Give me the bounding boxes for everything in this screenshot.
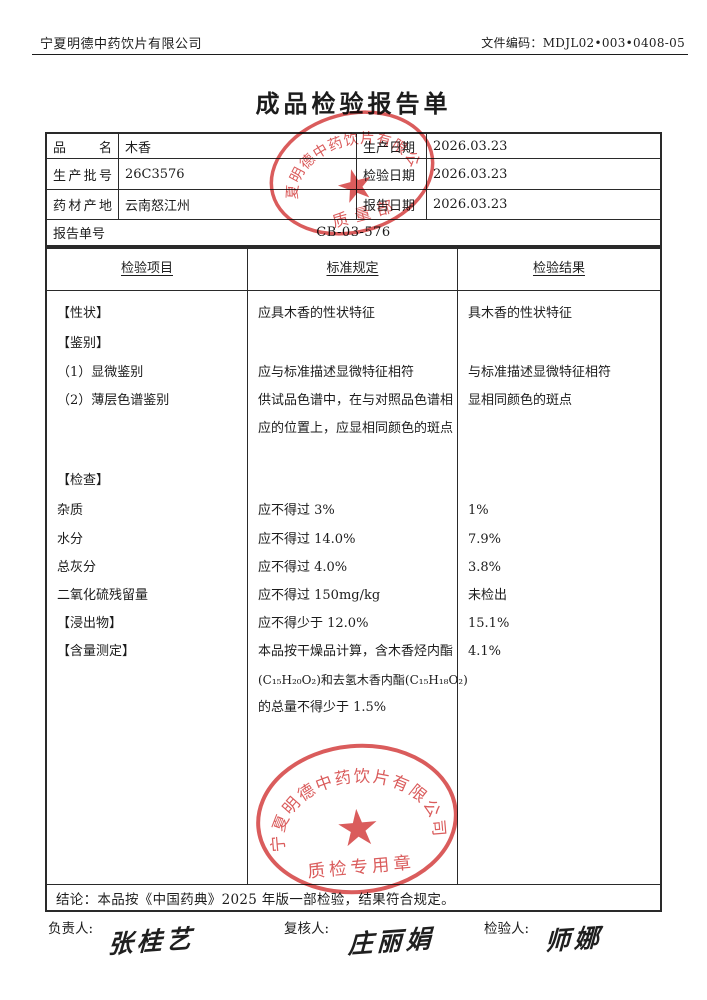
origin-value: 云南怒江州 [119, 190, 357, 219]
item-text: 总灰分 [57, 560, 97, 575]
standard-text: 应不得少于 12.0% [258, 616, 369, 631]
result-text: 7.9% [468, 532, 502, 547]
inspection-table-body: 【性状】 【鉴别】 （1）显微鉴别 （2）薄层色谱鉴别 【检查】 杂质 水分 总… [47, 291, 660, 884]
product-name-value: 木香 [119, 134, 357, 158]
company-name: 宁夏明德中药饮片有限公司 [40, 37, 203, 52]
batch-number-label: 生产批号 [47, 159, 119, 189]
quality-dept-stamp: 宁夏明德中药饮片有限公司 ★ 质量部 [269, 110, 435, 236]
report-date-label: 报告日期 [357, 190, 427, 219]
responsible-person-signature: 张桂艺 [107, 923, 196, 960]
table-row: 生产批号 26C3576 检验日期 2026.03.23 [47, 159, 660, 190]
table-row: 品名 木香 生产日期 2026.03.23 [47, 134, 660, 159]
item-text: （1）显微鉴别 [57, 365, 144, 380]
item-text: 二氧化硫残留量 [57, 588, 149, 603]
result-text: 4.1% [468, 644, 502, 659]
inspection-date-label: 检验日期 [357, 159, 427, 189]
report-date-value: 2026.03.23 [433, 197, 508, 212]
item-text: 杂质 [57, 503, 84, 518]
result-text: 显相同颜色的斑点 [468, 393, 573, 408]
stamp-seal-text: 质检专用章 [307, 853, 416, 882]
reviewer-signature: 庄丽娟 [347, 923, 436, 960]
standard-column: 应具木香的性状特征 应与标准描述显微特征相符 供试品色谱中，在与对照品色谱相 应… [248, 291, 468, 884]
inspection-table-header: 检验项目 标准规定 检验结果 [47, 249, 660, 291]
production-date-label: 生产日期 [357, 134, 427, 158]
result-text: 3.8% [468, 560, 502, 575]
stamp-ring [269, 110, 435, 236]
reviewer-label: 复核人: [284, 921, 330, 937]
inspection-date-value: 2026.03.23 [433, 166, 508, 182]
stamp-star-icon: ★ [333, 797, 383, 859]
batch-number-value: 26C3576 [119, 159, 357, 189]
result-text: 15.1% [468, 616, 510, 631]
production-date-value: 2026.03.23 [433, 138, 508, 154]
item-text: 水分 [57, 532, 84, 547]
standard-text: 应不得过 150mg/kg [258, 588, 381, 603]
result-column: 具木香的性状特征 与标准描述显微特征相符 显相同颜色的斑点 1% 7.9% 3.… [458, 291, 660, 884]
result-text: 未检出 [468, 588, 508, 603]
standard-text: (C₁₅H₂₀O₂)和去氢木香内酯(C₁₅H₁₈O₂) [258, 673, 468, 687]
column-header-item: 检验项目 [47, 249, 248, 290]
standard-text: 应不得过 14.0% [258, 532, 356, 547]
standard-text: 应的位置上，应显相同颜色的斑点 [258, 421, 454, 436]
header-divider [32, 54, 688, 55]
result-text: 1% [468, 503, 489, 518]
inspector-label: 检验人: [484, 921, 530, 937]
column-header-result: 检验结果 [532, 261, 585, 276]
item-text: 【鉴别】 [57, 336, 110, 351]
column-header-standard: 标准规定 [248, 249, 458, 290]
inspector-signature: 师娜 [544, 922, 604, 957]
item-text: 【含量测定】 [57, 644, 136, 659]
standard-text: 本品按干燥品计算，含木香烃内酯 [258, 644, 454, 659]
item-column: 【性状】 【鉴别】 （1）显微鉴别 （2）薄层色谱鉴别 【检查】 杂质 水分 总… [47, 291, 248, 884]
standard-text: 应与标准描述显微特征相符 [258, 365, 415, 380]
standard-text: 的总量不得少于 1.5% [258, 700, 387, 715]
standard-text: 供试品色谱中，在与对照品色谱相 [258, 393, 454, 408]
standard-text: 应具木香的性状特征 [258, 306, 376, 321]
result-text: 与标准描述显微特征相符 [468, 365, 612, 380]
origin-label: 药材产地 [47, 190, 119, 219]
item-text: 【浸出物】 [57, 616, 123, 631]
standard-text: 应不得过 3% [258, 503, 335, 518]
standard-text: 应不得过 4.0% [258, 560, 348, 575]
table-row: 药材产地 云南怒江州 报告日期 2026.03.23 [47, 190, 660, 220]
item-text: （2）薄层色谱鉴别 [57, 393, 170, 408]
conclusion-row: 结论：本品按《中国药典》2025 年版一部检验，结果符合规定。 [47, 884, 660, 910]
inspection-table: 检验项目 标准规定 检验结果 【性状】 【鉴别】 （1）显微鉴别 （2）薄层色谱… [45, 247, 662, 912]
responsible-person-label: 负责人: [48, 921, 94, 937]
result-text: 具木香的性状特征 [468, 306, 573, 321]
qc-seal-stamp: 宁夏明德中药饮片有限公司 ★ 质检专用章 [256, 743, 458, 895]
item-text: 【性状】 [57, 306, 110, 321]
report-number-label: 报告单号 [53, 227, 106, 242]
item-text: 【检查】 [57, 473, 110, 488]
product-name-label: 品名 [47, 134, 119, 158]
product-info-table: 品名 木香 生产日期 2026.03.23 生产批号 26C3576 检验日期 … [45, 132, 662, 247]
document-code: 文件编码：MDJL02•003•0408-05 [481, 36, 685, 50]
